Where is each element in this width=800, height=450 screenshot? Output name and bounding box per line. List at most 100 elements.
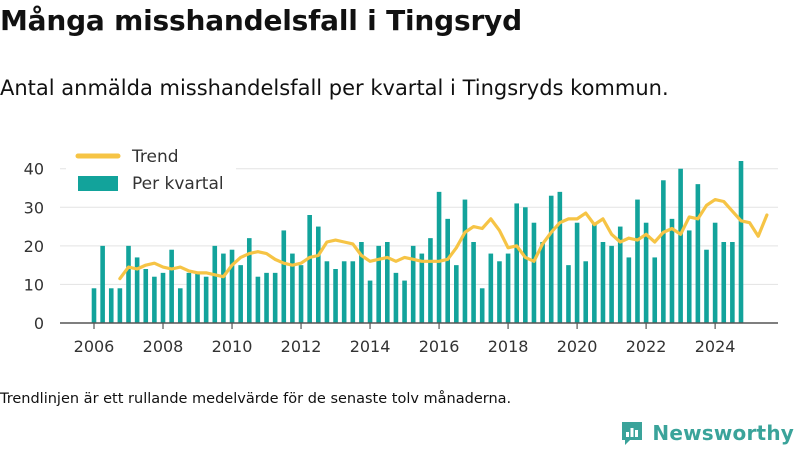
chart: 0 10 20 30 40 2006 2008 2010 2012 2014 2016 2018 20…	[24, 142, 778, 356]
bar	[246, 238, 252, 323]
bar	[177, 288, 183, 323]
bar	[272, 272, 278, 323]
bar	[307, 215, 312, 323]
bar	[195, 272, 200, 323]
y-tick-labels: 0 10 20 30 40	[24, 160, 44, 333]
bar	[229, 249, 235, 323]
bar	[540, 242, 545, 323]
y-tick-label: 30	[24, 198, 44, 217]
x-tick-label: 2016	[419, 337, 460, 356]
bar	[410, 245, 416, 323]
bar	[186, 272, 192, 323]
x-tick-label: 2014	[350, 337, 391, 356]
bar	[505, 253, 511, 323]
y-tick-label: 40	[24, 160, 44, 179]
bar	[117, 288, 123, 323]
bars	[91, 161, 744, 323]
bar	[583, 261, 589, 323]
bar	[643, 222, 649, 323]
x-tick-label: 2018	[488, 337, 529, 356]
x-tick-label: 2010	[212, 337, 253, 356]
newsworthy-logo-icon	[622, 422, 643, 445]
bar	[212, 245, 218, 323]
bar	[445, 218, 450, 323]
bar	[393, 272, 399, 323]
bar	[695, 184, 701, 323]
bar	[367, 280, 373, 323]
x-tick-label: 2020	[557, 337, 598, 356]
legend-bar-swatch	[78, 176, 118, 191]
x-tick-label: 2022	[626, 337, 667, 356]
legend-bar-label: Per kvartal	[132, 174, 224, 194]
bar	[333, 269, 338, 323]
bar	[678, 168, 683, 323]
x-tick-label: 2012	[281, 337, 322, 356]
chart-title: Många misshandelsfall i Tingsryd	[0, 4, 522, 37]
bar	[454, 265, 459, 323]
bar	[419, 253, 425, 323]
bar	[626, 257, 632, 323]
legend-trend-label: Trend	[131, 147, 179, 167]
bar	[221, 253, 226, 323]
chart-subtitle: Antal anmälda misshandelsfall per kvarta…	[0, 76, 669, 100]
bar	[635, 199, 640, 323]
bar	[531, 222, 537, 323]
bar	[428, 238, 433, 323]
bar	[730, 242, 735, 323]
bar	[350, 261, 356, 323]
trend-line	[118, 197, 769, 281]
bar	[617, 226, 623, 323]
bar	[298, 265, 304, 323]
x-tick-label: 2006	[74, 337, 115, 356]
bar	[600, 242, 606, 323]
bar	[462, 199, 468, 323]
bar	[436, 191, 442, 323]
y-tick-label: 20	[24, 237, 44, 256]
bar	[152, 276, 157, 323]
bar	[609, 245, 614, 323]
bar	[592, 222, 597, 323]
bar	[652, 257, 658, 323]
bar	[169, 249, 174, 323]
brand[interactable]: Newsworthy	[620, 419, 794, 447]
bar	[488, 253, 494, 323]
bar	[281, 230, 287, 323]
y-tick-label: 0	[34, 314, 44, 333]
bar	[238, 265, 243, 323]
bar	[255, 276, 261, 323]
bar	[315, 226, 321, 323]
bar	[548, 195, 554, 323]
bar	[661, 180, 666, 323]
bar	[359, 242, 364, 323]
bar	[721, 242, 727, 323]
footnote: Trendlinjen är ett rullande medelvärde f…	[0, 391, 512, 407]
bar	[471, 242, 476, 323]
bar	[108, 288, 114, 323]
bar	[497, 261, 502, 323]
bar	[479, 288, 485, 323]
bar	[376, 245, 381, 323]
trend-line-group	[118, 197, 769, 281]
bar	[324, 261, 330, 323]
bar	[557, 191, 563, 323]
bar	[566, 265, 571, 323]
bar	[686, 230, 692, 323]
bar	[126, 245, 131, 323]
bar	[341, 261, 347, 323]
bar	[738, 161, 744, 323]
bar	[100, 245, 105, 323]
y-tick-label: 10	[24, 275, 44, 294]
bar	[203, 276, 209, 323]
brand-name: Newsworthy	[652, 421, 794, 445]
bar	[704, 249, 709, 323]
legend: Trend Per kvartal	[66, 142, 236, 200]
bar	[385, 242, 390, 323]
bar	[712, 222, 718, 323]
x-tick-label: 2008	[143, 337, 184, 356]
bar	[290, 253, 295, 323]
x-tick-label: 2024	[695, 337, 736, 356]
bar	[514, 203, 520, 323]
bar	[264, 272, 269, 323]
bar	[402, 280, 407, 323]
bar	[574, 222, 580, 323]
